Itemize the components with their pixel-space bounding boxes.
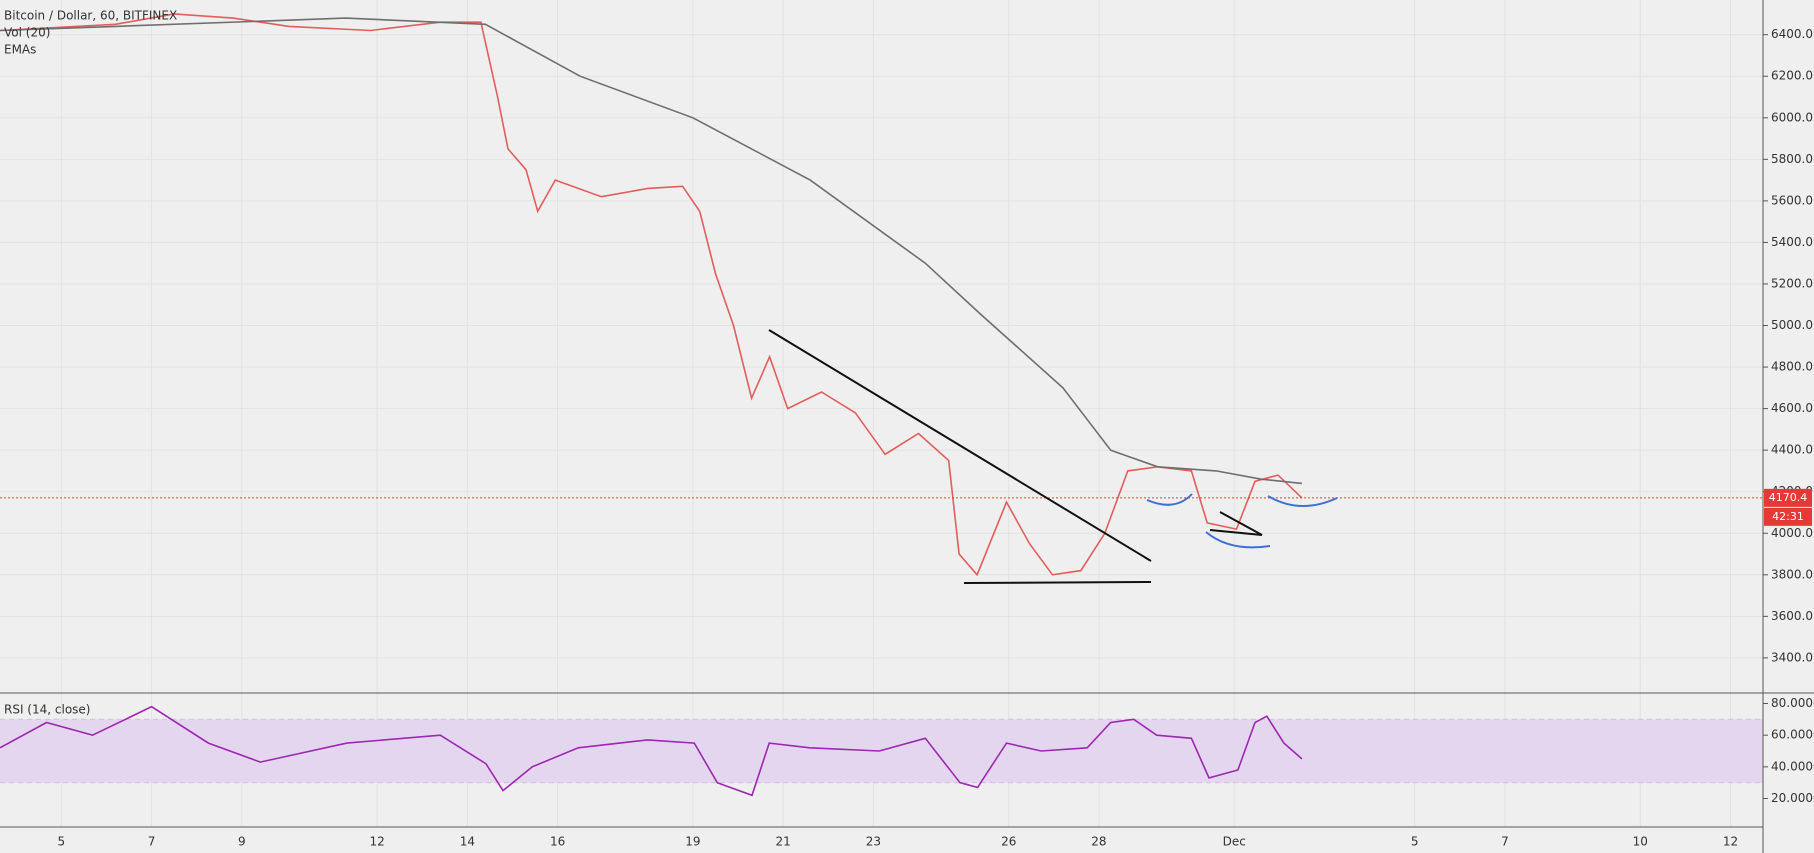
arc (1267, 495, 1338, 507)
wedge-line (1219, 511, 1263, 536)
y-tick-label: 4600.0 (1771, 401, 1813, 415)
y-tick-label: 40.0000 (1771, 759, 1814, 773)
y-tick-label: 3800.0 (1771, 567, 1813, 581)
support-line (963, 581, 1152, 584)
price-line (0, 705, 1303, 797)
x-tick-label: 14 (460, 835, 475, 849)
x-tick-label: 21 (776, 835, 791, 849)
rsi-title: RSI (14, close) (4, 703, 90, 717)
y-tick-label: 4000.0 (1771, 526, 1813, 540)
wedge-line (1209, 529, 1263, 536)
arc (1205, 531, 1271, 549)
arc (1146, 493, 1193, 506)
x-tick-label: 9 (238, 835, 246, 849)
x-tick-label: 5 (58, 835, 66, 849)
y-tick-label: 3600.0 (1771, 609, 1813, 623)
y-tick-label: 3400.0 (1771, 650, 1813, 664)
y-tick-label: 5600.0 (1771, 193, 1813, 207)
x-tick-label: 23 (866, 835, 881, 849)
x-tick-label: Dec (1223, 835, 1246, 849)
y-tick-label: 6400.0 (1771, 27, 1813, 41)
price-line (0, 17, 1302, 485)
x-tick-label: 7 (148, 835, 156, 849)
price-badge (1764, 488, 1812, 507)
x-tick-label: 10 (1633, 835, 1648, 849)
trendline (768, 329, 1152, 562)
y-tick-label: 20.0000 (1771, 791, 1814, 805)
y-tick-label: 6200.0 (1771, 69, 1813, 83)
countdown-badge (1764, 507, 1812, 526)
indicator-label: EMAs (4, 43, 36, 57)
line-layer (0, 13, 1763, 797)
y-tick-label: 5400.0 (1771, 235, 1813, 249)
price-line (0, 13, 1303, 577)
chart-title: Bitcoin / Dollar, 60, BITFINEX (4, 9, 177, 23)
x-tick-label: 7 (1501, 835, 1509, 849)
countdown-label: 42:31 (1772, 510, 1804, 523)
y-tick-label: 5000.0 (1771, 318, 1813, 332)
x-tick-label: 28 (1091, 835, 1106, 849)
x-tick-label: 19 (685, 835, 700, 849)
x-tick-label: 12 (1723, 835, 1738, 849)
x-tick-label: 16 (550, 835, 565, 849)
y-tick-label: 5200.0 (1771, 276, 1813, 290)
x-tick-label: 26 (1001, 835, 1016, 849)
x-tick-label: 12 (370, 835, 385, 849)
y-tick-label: 6000.0 (1771, 110, 1813, 124)
y-tick-label: 60.0000 (1771, 728, 1814, 742)
y-tick-label: 4400.0 (1771, 443, 1813, 457)
x-tick-label: 5 (1411, 835, 1419, 849)
y-tick-label: 5800.0 (1771, 152, 1813, 166)
y-tick-label: 4800.0 (1771, 360, 1813, 374)
y-tick-label: 80.0000 (1771, 696, 1814, 710)
grid-layer (0, 0, 1763, 827)
price-badge-label: 4170.4 (1769, 491, 1808, 504)
indicator-label: Vol (20) (4, 26, 50, 40)
